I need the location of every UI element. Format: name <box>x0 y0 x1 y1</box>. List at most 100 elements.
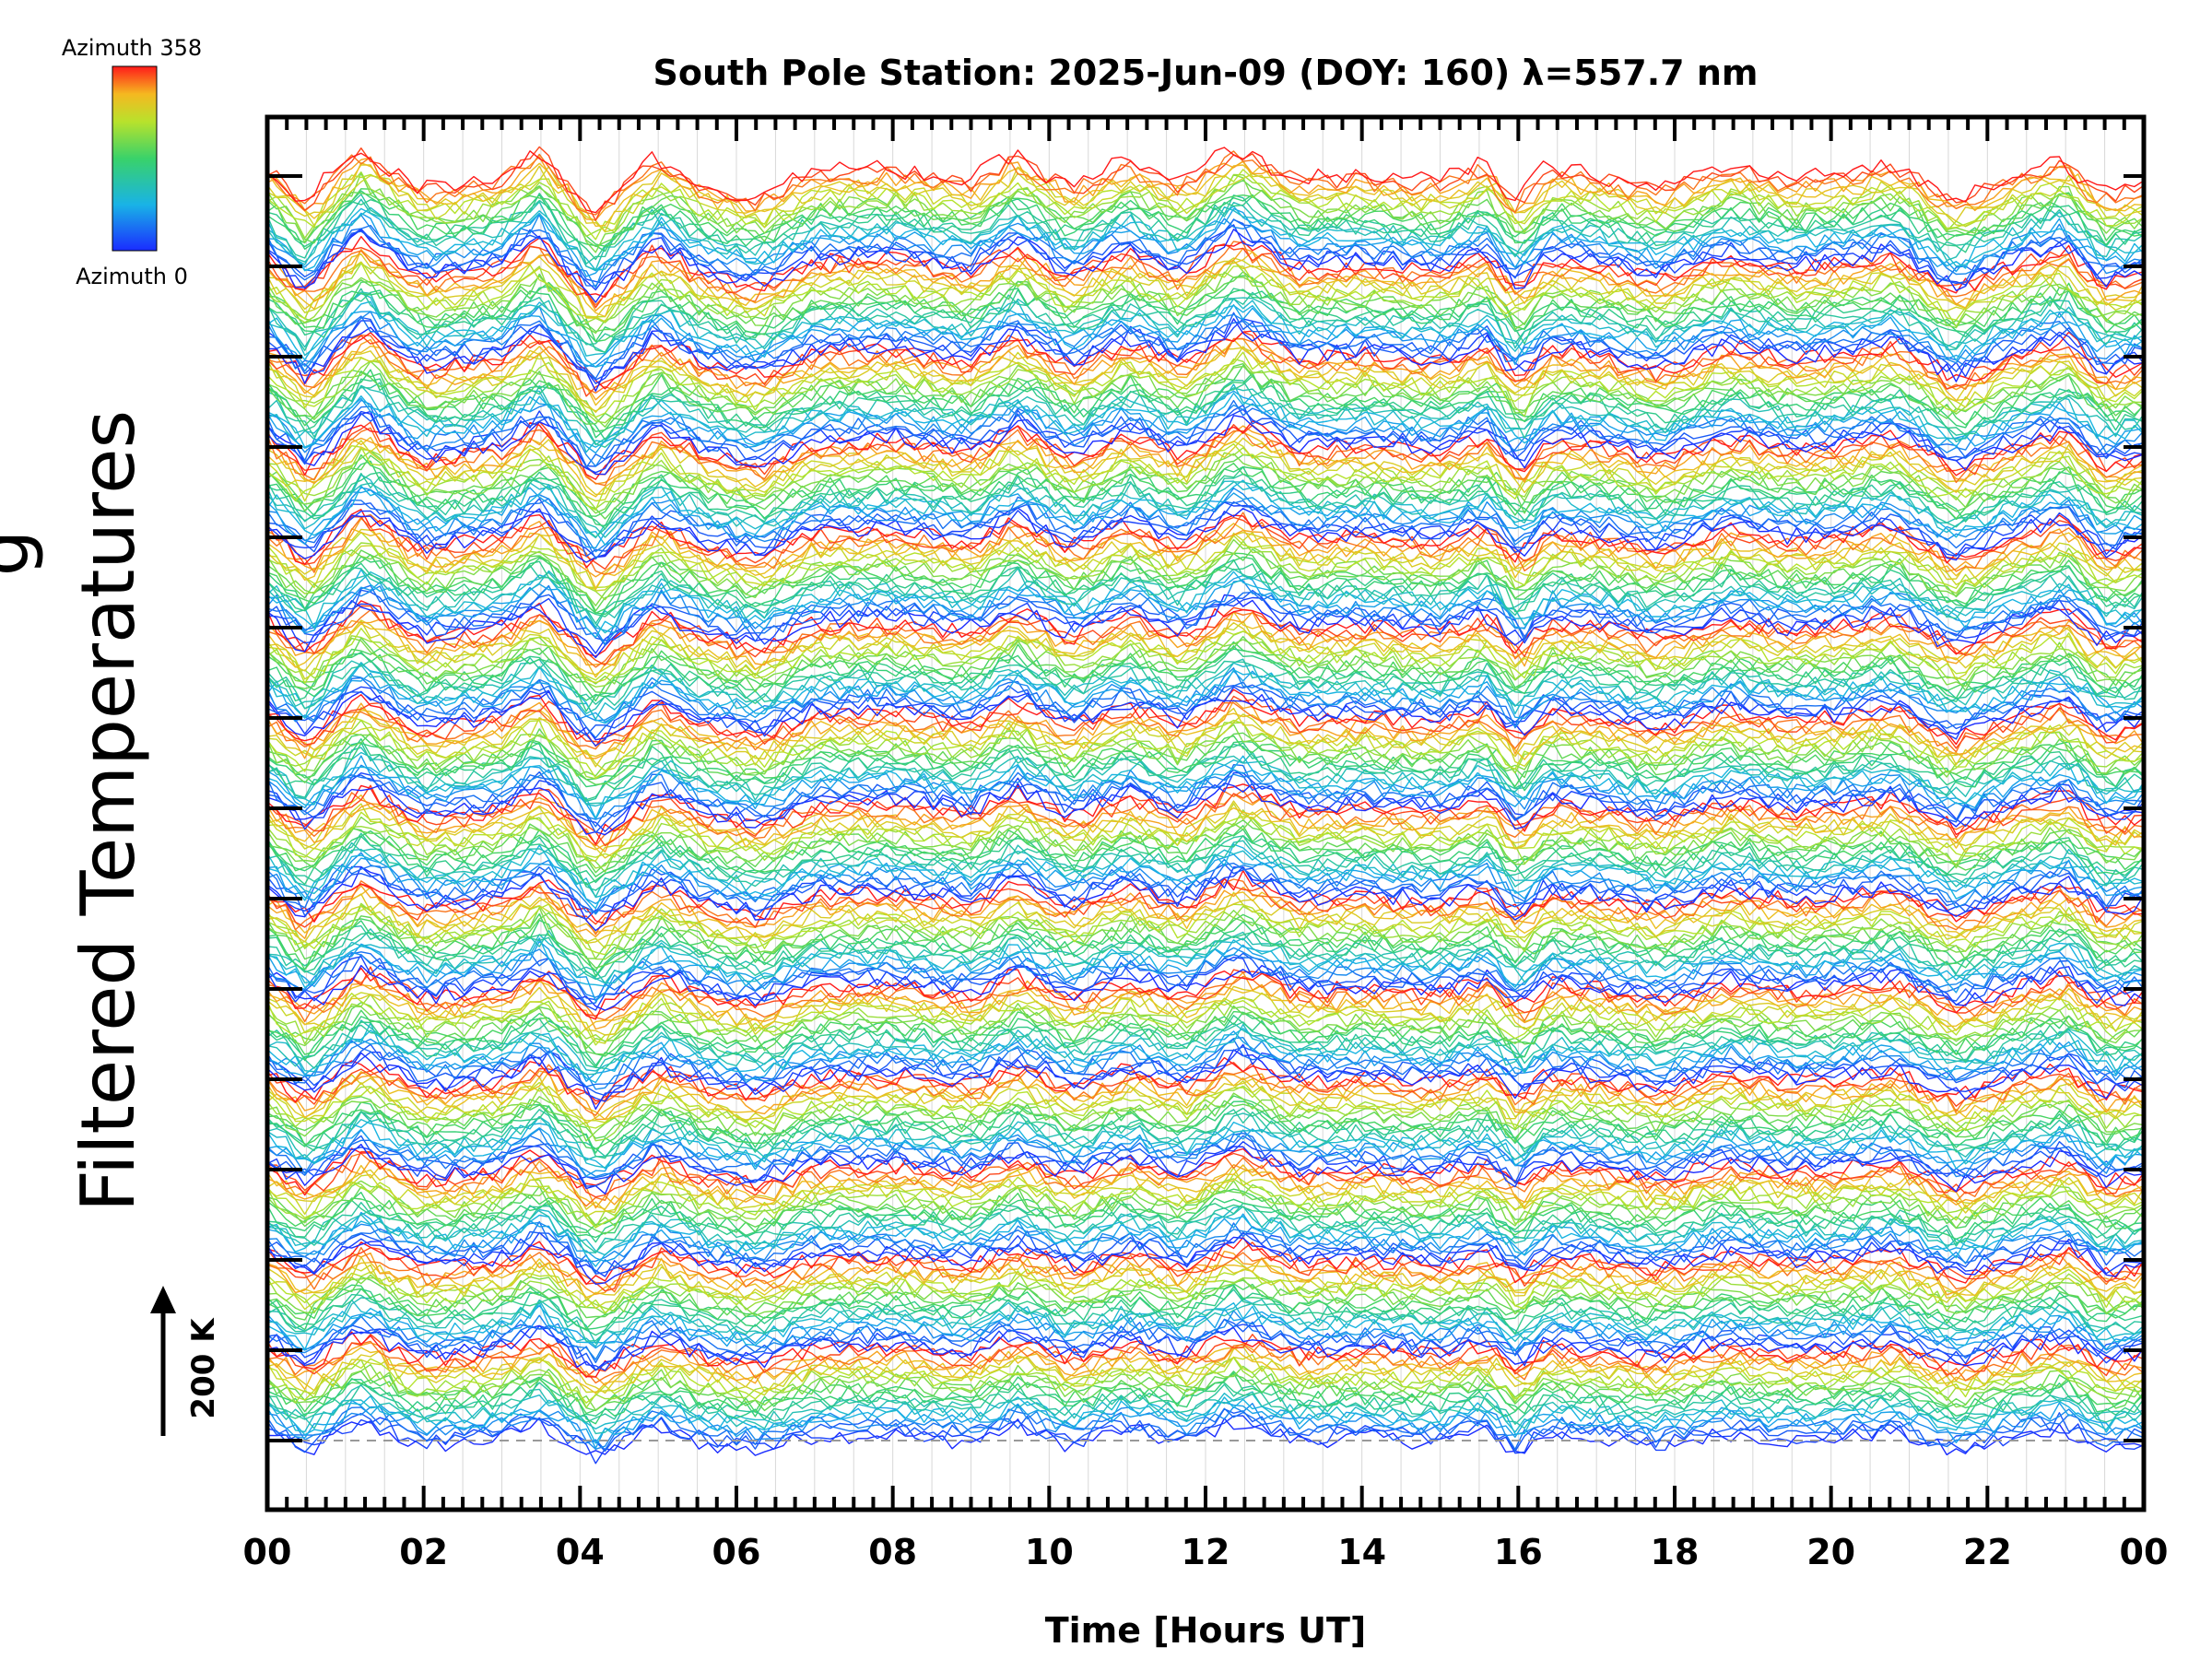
series-line-ring8-az233 <box>267 719 2144 780</box>
series-line-ring9-az311 <box>267 611 2144 667</box>
x-tick-label: 00 <box>243 1532 292 1572</box>
series-line-ring2-az47 <box>267 1315 2144 1364</box>
series-line-ring9-az109 <box>267 662 2144 720</box>
series-line-ring11-az218 <box>267 450 2144 514</box>
series-line-ring4-az78 <box>267 1127 2144 1177</box>
series-line-ring10-az0 <box>267 594 2144 659</box>
chart-title: South Pole Station: 2025-Jun-09 (DOY: 16… <box>653 53 1759 93</box>
series-line-ring3-az249 <box>267 1173 2144 1229</box>
series-line-ring12-az187 <box>267 364 2144 432</box>
series-line-ring12-az62 <box>267 399 2144 467</box>
series-line-ring4-az327 <box>267 1064 2144 1116</box>
series-line-ring10-az187 <box>267 552 2144 614</box>
series-line-ring6-az62 <box>267 947 2144 998</box>
series-line-ring6-az187 <box>267 912 2144 971</box>
x-tick-label: 20 <box>1806 1532 1855 1572</box>
series-line-ring12-az125 <box>267 384 2144 446</box>
axis-ticks <box>265 117 2146 1510</box>
x-tick-label: 16 <box>1494 1532 1543 1572</box>
series-line-ring4-az93 <box>267 1119 2144 1170</box>
series-line-ring5-az16 <box>267 1043 2144 1102</box>
series-line-ring12-az296 <box>267 338 2144 406</box>
series-line-ring5-az358 <box>267 967 2144 1020</box>
series-line-ring1-az327 <box>267 1340 2144 1384</box>
series-line-ring13-az0 <box>267 318 2144 392</box>
series-line-ring9-az156 <box>267 645 2144 712</box>
x-tick-label: 22 <box>1963 1532 2012 1572</box>
series-line-ring1-az233 <box>267 1357 2144 1408</box>
series-line-ring4-az202 <box>267 1096 2144 1143</box>
series-line-ring14-az358 <box>267 147 2144 214</box>
series-line-ring4-az358 <box>267 1056 2144 1103</box>
series-line-ring4-az218 <box>267 1092 2144 1142</box>
series-line-ring1-az296 <box>267 1347 2144 1394</box>
series-line-ring10-az202 <box>267 548 2144 612</box>
series-line-ring6-az202 <box>267 912 2144 969</box>
series-line-ring12-az249 <box>267 351 2144 418</box>
series-line-ring12-az358 <box>267 330 2144 390</box>
series-line-ring3-az296 <box>267 1164 2144 1210</box>
series-line-ring1-az78 <box>267 1399 2144 1449</box>
series-line-ring7-az31 <box>267 863 2144 916</box>
series-line-ring4-az249 <box>267 1081 2144 1133</box>
series-line-ring7-az187 <box>267 825 2144 877</box>
series-line-ring14-az62 <box>267 214 2144 288</box>
series-line-ring13-az109 <box>267 292 2144 357</box>
series-line-ring14-az327 <box>267 150 2144 216</box>
series-line-ring3-az342 <box>267 1150 2144 1198</box>
series-line-ring11-az202 <box>267 453 2144 520</box>
series-line-ring6-az31 <box>267 952 2144 1003</box>
series-line-ring6-az280 <box>267 893 2144 945</box>
series-line-ring4-az125 <box>267 1111 2144 1161</box>
series-line-ring9-az187 <box>267 641 2144 702</box>
series-line-ring13-az202 <box>267 271 2144 333</box>
series-line-ring14-az311 <box>267 156 2144 221</box>
series-line-ring2-az187 <box>267 1283 2144 1330</box>
series-line-ring7-az280 <box>267 800 2144 859</box>
series-line-ring10-az280 <box>267 528 2144 591</box>
series-line-ring7-az233 <box>267 809 2144 869</box>
series-line-ring5-az0 <box>267 1049 2144 1111</box>
series-line-ring11-az125 <box>267 478 2144 538</box>
series-line-ring3-az62 <box>267 1221 2144 1265</box>
series-line-ring7-az16 <box>267 865 2144 921</box>
series-line-ring2-az109 <box>267 1298 2144 1347</box>
series-line-ring5-az156 <box>267 1015 2144 1066</box>
series-line-ring8-az16 <box>267 771 2144 832</box>
series-line-ring3-az47 <box>267 1220 2144 1274</box>
series-line-ring9-az62 <box>267 667 2144 727</box>
series-line-ring2-az93 <box>267 1301 2144 1350</box>
series-line-ring12-az171 <box>267 369 2144 439</box>
x-axis-label: Time [Hours UT] <box>1045 1610 1367 1651</box>
series-line-ring6-az171 <box>267 919 2144 977</box>
series-line-ring3-az202 <box>267 1185 2144 1235</box>
series-group <box>267 146 2144 1465</box>
x-tick-label: 02 <box>399 1532 448 1572</box>
series-line-ring8-az265 <box>267 713 2144 771</box>
series-line-ring3-az311 <box>267 1159 2144 1209</box>
series-line-ring11-az140 <box>267 472 2144 538</box>
series-line-ring9-az16 <box>267 686 2144 747</box>
series-line-ring8-az358 <box>267 688 2144 747</box>
y-axis-label-partial: g <box>0 530 45 577</box>
series-line-ring9-az218 <box>267 636 2144 688</box>
series-line-ring3-az125 <box>267 1205 2144 1253</box>
series-line-ring2-az311 <box>267 1250 2144 1296</box>
series-line-ring7-az62 <box>267 852 2144 915</box>
series-line-ring12-az233 <box>267 358 2144 424</box>
series-line-ring11-az233 <box>267 447 2144 510</box>
series-line-ring14-az109 <box>267 206 2144 271</box>
series-line-ring11-az296 <box>267 431 2144 498</box>
series-line-ring5-az109 <box>267 1022 2144 1073</box>
series-line-ring5-az93 <box>267 1028 2144 1084</box>
series-line-ring5-az62 <box>267 1037 2144 1090</box>
series-line-ring10-az125 <box>267 568 2144 629</box>
series-line-ring2-az171 <box>267 1284 2144 1331</box>
series-line-ring3-az0 <box>267 1236 2144 1285</box>
series-line-ring7-az78 <box>267 853 2144 905</box>
series-line-ring13-az233 <box>267 260 2144 327</box>
series-line-ring5-az187 <box>267 1009 2144 1057</box>
series-line-ring7-az125 <box>267 840 2144 898</box>
series-line-ring7-az311 <box>267 793 2144 853</box>
series-line-ring5-az327 <box>267 972 2144 1023</box>
